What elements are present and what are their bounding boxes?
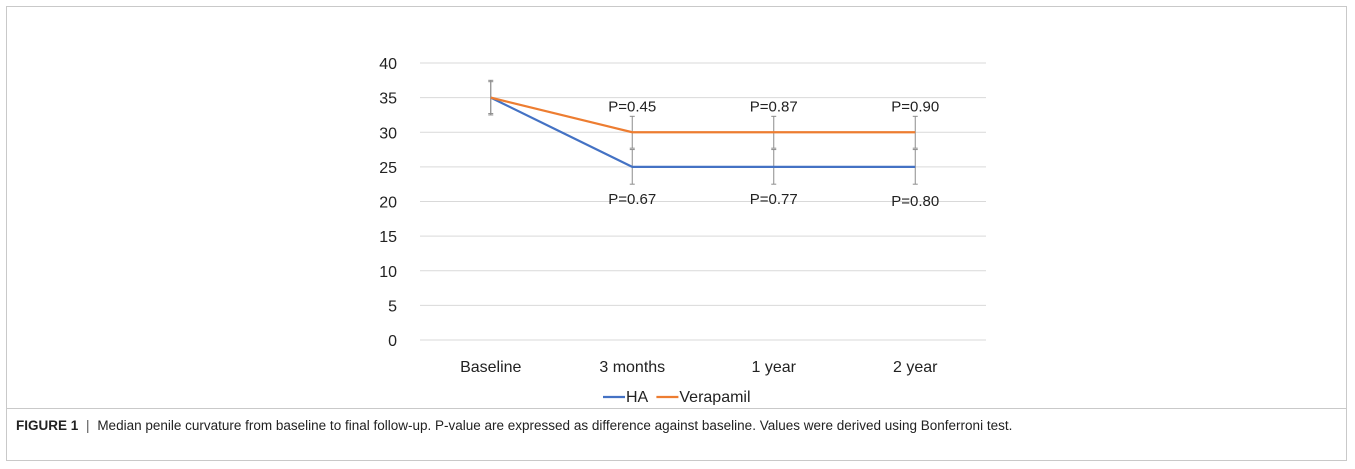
p-value-label: P=0.77 (750, 191, 798, 208)
x-axis-tick-labels: Baseline 3 months 1 year 2 year (460, 359, 938, 376)
x-tick-label: 2 year (893, 359, 938, 376)
y-axis-tick-labels: 0 5 10 15 20 25 30 35 40 (379, 56, 397, 350)
caption-text: Median penile curvature from baseline to… (97, 418, 1013, 433)
y-tick-label: 10 (379, 264, 397, 281)
series-line-verapamil (490, 96, 916, 134)
p-value-labels: P=0.67 P=0.77 P=0.80 P=0.45 P=0.87 P=0.90 (608, 98, 939, 210)
p-value-label: P=0.87 (750, 98, 798, 115)
p-value-label: P=0.67 (608, 191, 656, 208)
y-tick-label: 40 (379, 56, 397, 73)
figure-caption: FIGURE 1 | Median penile curvature from … (16, 418, 1336, 433)
y-tick-label: 5 (388, 298, 397, 315)
caption-separator: | (86, 418, 90, 433)
p-value-label: P=0.90 (891, 98, 939, 115)
y-tick-label: 20 (379, 195, 397, 212)
caption-divider (6, 408, 1347, 409)
p-value-label: P=0.45 (608, 98, 656, 115)
y-tick-label: 15 (379, 229, 397, 246)
figure-label: FIGURE 1 (16, 418, 79, 433)
y-tick-label: 0 (388, 333, 397, 350)
p-value-label: P=0.80 (891, 193, 939, 210)
legend: HA Verapamil (603, 389, 751, 405)
series-lines (490, 96, 916, 168)
series-line-ha (490, 96, 916, 168)
y-tick-label: 30 (379, 125, 397, 142)
legend-label: HA (626, 389, 649, 405)
legend-label: Verapamil (679, 389, 750, 405)
y-tick-label: 25 (379, 160, 397, 177)
x-tick-label: Baseline (460, 359, 521, 376)
line-chart: 0 5 10 15 20 25 30 35 40 Baseline 3 months 1 year 2… (379, 56, 986, 405)
x-tick-label: 3 months (599, 359, 665, 376)
y-tick-label: 35 (379, 91, 397, 108)
figure-frame (6, 6, 1347, 461)
x-tick-label: 1 year (752, 359, 797, 376)
